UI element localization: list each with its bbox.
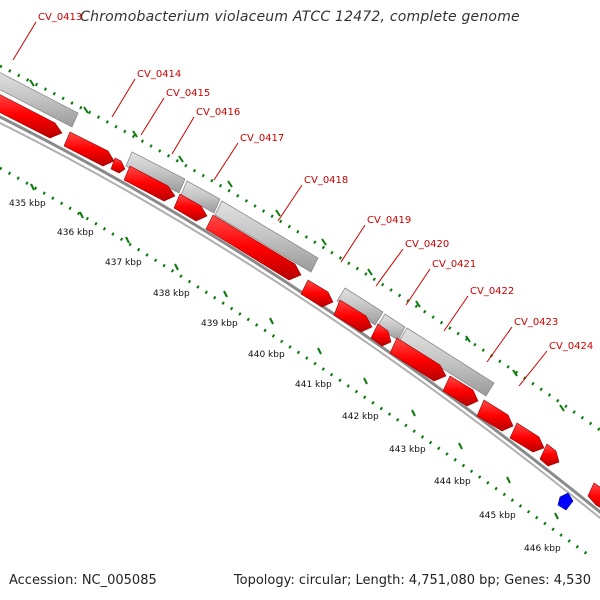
- gene-label: CV_0422: [470, 286, 514, 297]
- kbp-label: 438 kbp: [153, 289, 190, 299]
- gene-CV_0417b: [173, 193, 208, 222]
- outer-tick-ring: [0, 64, 600, 432]
- kbp-label: 445 kbp: [479, 511, 516, 521]
- map-title: Chromobacterium violaceum ATCC 12472, co…: [80, 9, 520, 25]
- gene-CV_0418b: [205, 214, 302, 281]
- forward-strand-genes: [0, 94, 600, 508]
- inner-tick-ring: [0, 166, 591, 558]
- gene-label: CV_0417: [240, 133, 284, 144]
- gene-CV_0417: [180, 180, 221, 214]
- kbp-label: 443 kbp: [389, 445, 426, 455]
- kbp-label: 435 kbp: [9, 199, 46, 209]
- major-ticks: [29, 79, 565, 520]
- gene-CV_0422: [398, 327, 495, 397]
- gene-label: CV_0418: [304, 175, 348, 186]
- genome-backbone: [0, 115, 600, 520]
- gene-CV_0416b: [123, 165, 176, 202]
- kbp-label: 446 kbp: [524, 544, 561, 554]
- kbp-label: 441 kbp: [295, 380, 332, 390]
- gene-CV_0413: [0, 72, 79, 128]
- gene-label: CV_0414: [137, 69, 181, 80]
- gene-CV_0421b: [370, 323, 392, 347]
- reverse-strand-genes: [0, 72, 495, 397]
- gene-CV_0425: [509, 422, 545, 453]
- gene-label: CV_0421: [432, 259, 476, 270]
- accession-text: Accession: NC_005085: [9, 573, 157, 588]
- gene-CV_0416: [125, 151, 186, 194]
- kbp-label: 440 kbp: [248, 350, 285, 360]
- gene-label: CV_0413: [38, 12, 82, 23]
- kbp-label: 442 kbp: [342, 412, 379, 422]
- kbp-label: 444 kbp: [434, 477, 471, 487]
- gene-CV_0422b: [389, 337, 447, 382]
- kbp-label: 439 kbp: [201, 319, 238, 329]
- gene-label: CV_0424: [549, 341, 593, 352]
- gene-CV_0418: [214, 200, 319, 273]
- gene-label: CV_0420: [405, 239, 449, 250]
- gene-CV_0426: [539, 443, 560, 467]
- gene-label: CV_0416: [196, 107, 240, 118]
- gene-CV_0414: [0, 94, 63, 139]
- kbp-label: 436 kbp: [57, 228, 94, 238]
- gene-CV_0419: [300, 279, 334, 308]
- gene-CV_0415b: [110, 157, 126, 174]
- feature-blue: [557, 492, 574, 511]
- kbp-label: 437 kbp: [105, 258, 142, 268]
- gene-label: CV_0423: [514, 317, 558, 328]
- gene-CV_0423: [442, 375, 479, 407]
- gene-labels: CV_0413 CV_0414 CV_0415 CV_0416 CV_0417 …: [38, 12, 593, 352]
- gene-label: CV_0419: [367, 215, 411, 226]
- gene-CV_0424: [476, 399, 514, 432]
- gene-CV_0415: [63, 131, 115, 167]
- gene-CV_0420: [336, 287, 384, 326]
- gene-label: CV_0415: [166, 88, 210, 99]
- genome-summary-text: Topology: circular; Length: 4,751,080 bp…: [233, 573, 591, 588]
- gene-label-callouts: [12, 21, 548, 387]
- gene-CV_0420b: [333, 299, 373, 333]
- kbp-labels: 435 kbp 436 kbp 437 kbp 438 kbp 439 kbp …: [9, 199, 561, 554]
- gene-CV_0427: [587, 482, 600, 508]
